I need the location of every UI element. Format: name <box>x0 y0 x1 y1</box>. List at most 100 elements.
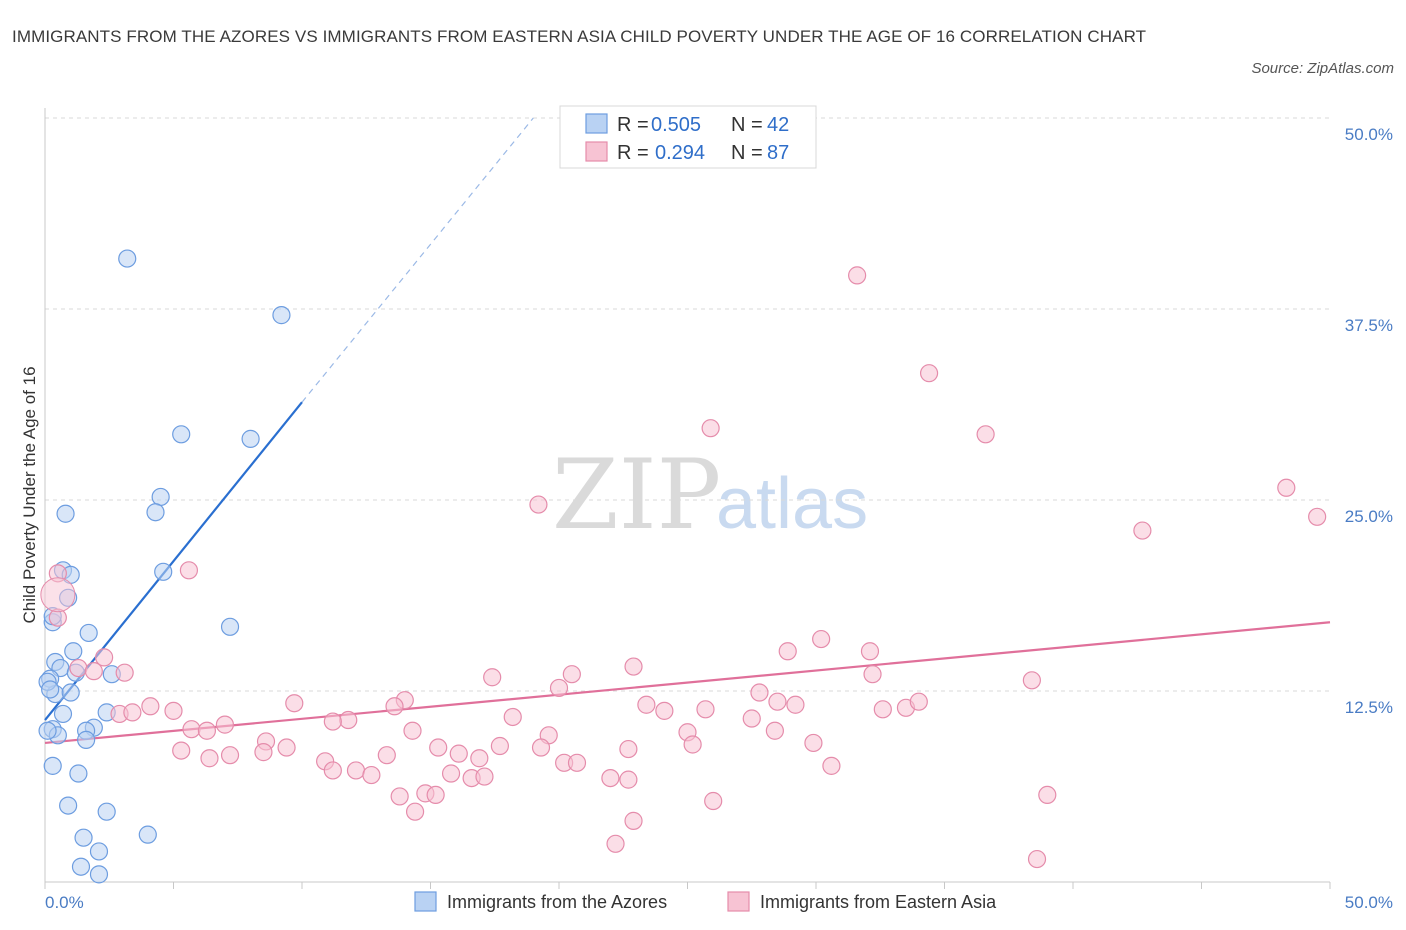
x-tick-label-min: 0.0% <box>45 893 84 912</box>
correlation-legend: R = 0.505 N = 42 R = 0.294 N = 87 <box>559 105 817 169</box>
point-asia-13 <box>860 642 880 661</box>
point-azores-31 <box>59 796 78 815</box>
legend-n-label-azores: N = <box>731 114 763 136</box>
grid-lines <box>45 117 1330 692</box>
legend-n-value-azores: 42 <box>767 114 789 136</box>
point-asia-4 <box>1277 478 1296 497</box>
point-azores-1 <box>272 306 291 325</box>
trend-line-azores-extension <box>301 117 534 403</box>
point-asia-41 <box>742 709 761 728</box>
chart-title: IMMIGRANTS FROM THE AZORES VS IMMIGRANTS… <box>12 27 1147 46</box>
point-asia-20 <box>483 668 502 687</box>
point-azores-3 <box>241 429 260 448</box>
point-azores-39 <box>41 680 60 699</box>
point-azores-2 <box>172 425 191 444</box>
point-asia-8 <box>179 561 199 580</box>
tick-labels: 12.5% 25.0% 37.5% 50.0% 0.0% 50.0% <box>45 125 1393 912</box>
point-asia-71 <box>323 761 342 780</box>
point-azores-33 <box>74 828 93 847</box>
point-asia-54 <box>490 736 509 756</box>
point-asia-59 <box>172 741 191 760</box>
legend-swatch-asia <box>585 141 608 162</box>
point-asia-1 <box>919 364 939 383</box>
point-azores-13 <box>64 642 83 661</box>
series-legend-swatch-asia <box>727 891 750 912</box>
legend-n-value-asia: 87 <box>767 142 789 164</box>
point-azores-30 <box>69 764 88 783</box>
point-asia-22 <box>1022 671 1041 690</box>
legend-swatch-azores <box>585 113 608 134</box>
point-asia-77 <box>619 770 638 789</box>
point-azores-35 <box>89 842 109 861</box>
series-legend-label-azores: Immigrants from the Azores <box>447 892 667 912</box>
point-asia-26 <box>385 697 404 716</box>
point-asia-65 <box>377 746 396 765</box>
axes <box>44 108 1331 889</box>
point-asia-62 <box>254 743 273 762</box>
legend-r-label-azores: R = <box>617 114 649 136</box>
point-asia-24 <box>549 678 569 698</box>
point-asia-82 <box>1038 785 1057 805</box>
source-label: Source: ZipAtlas.com <box>1251 60 1394 77</box>
point-asia-16 <box>84 662 103 681</box>
point-asia-large <box>40 577 76 613</box>
point-asia-67 <box>470 749 489 768</box>
point-asia-80 <box>426 785 445 805</box>
trend-lines <box>44 117 1331 745</box>
point-asia-30 <box>696 700 715 719</box>
point-asia-44 <box>215 715 234 734</box>
point-azores-37 <box>89 865 109 884</box>
point-asia-21 <box>863 665 882 684</box>
y-axis-label: Child Poverty Under the Age of 16 <box>20 366 39 623</box>
point-azores-9 <box>154 562 173 581</box>
point-asia-50 <box>765 721 784 740</box>
point-asia-46 <box>197 721 217 740</box>
point-asia-83 <box>405 802 425 821</box>
point-asia-66 <box>449 744 468 763</box>
legend-r-value-asia: 0.294 <box>655 142 705 164</box>
point-asia-27 <box>285 694 304 713</box>
series-legend-label-asia: Immigrants from Eastern Asia <box>760 892 997 912</box>
point-asia-17 <box>115 663 134 682</box>
point-asia-81 <box>704 791 723 811</box>
point-azores-6 <box>56 504 75 523</box>
point-asia-40 <box>323 712 342 731</box>
point-asia-76 <box>601 768 620 788</box>
point-asia-45 <box>182 720 201 739</box>
series-legend: Immigrants from the Azores Immigrants fr… <box>414 891 997 912</box>
trend-line-asia <box>44 621 1331 745</box>
point-asia-56 <box>619 739 638 759</box>
point-asia-78 <box>390 787 409 806</box>
point-azores-21 <box>61 683 80 702</box>
point-asia-3 <box>976 425 995 444</box>
point-azores-5 <box>146 503 165 522</box>
point-asia-36 <box>909 692 928 711</box>
point-asia-19 <box>562 665 581 684</box>
data-points <box>38 249 1327 884</box>
point-asia-32 <box>655 701 674 720</box>
point-asia-11 <box>812 629 831 649</box>
point-asia-73 <box>441 764 461 783</box>
legend-r-value-azores: 0.505 <box>651 114 701 136</box>
watermark-zip: ZIP <box>552 439 721 551</box>
point-asia-31 <box>637 695 656 714</box>
y-tick-label-2: 37.5% <box>1345 316 1393 335</box>
point-asia-57 <box>683 735 702 754</box>
point-azores-14 <box>79 623 98 643</box>
point-asia-43 <box>123 703 142 722</box>
point-asia-39 <box>339 710 358 730</box>
y-tick-label-3: 50.0% <box>1345 125 1393 144</box>
point-azores-4 <box>151 487 170 507</box>
series-legend-swatch-azores <box>414 891 437 912</box>
point-asia-0 <box>848 266 867 285</box>
point-azores-29 <box>43 756 62 775</box>
point-azores-32 <box>97 802 116 821</box>
point-asia-64 <box>346 761 366 780</box>
point-asia-12 <box>778 642 797 661</box>
point-asia-34 <box>786 695 805 714</box>
point-asia-52 <box>277 738 296 757</box>
point-asia-69 <box>567 753 587 772</box>
point-asia-5 <box>529 495 548 514</box>
point-asia-7 <box>1308 507 1327 526</box>
point-asia-58 <box>804 733 823 753</box>
